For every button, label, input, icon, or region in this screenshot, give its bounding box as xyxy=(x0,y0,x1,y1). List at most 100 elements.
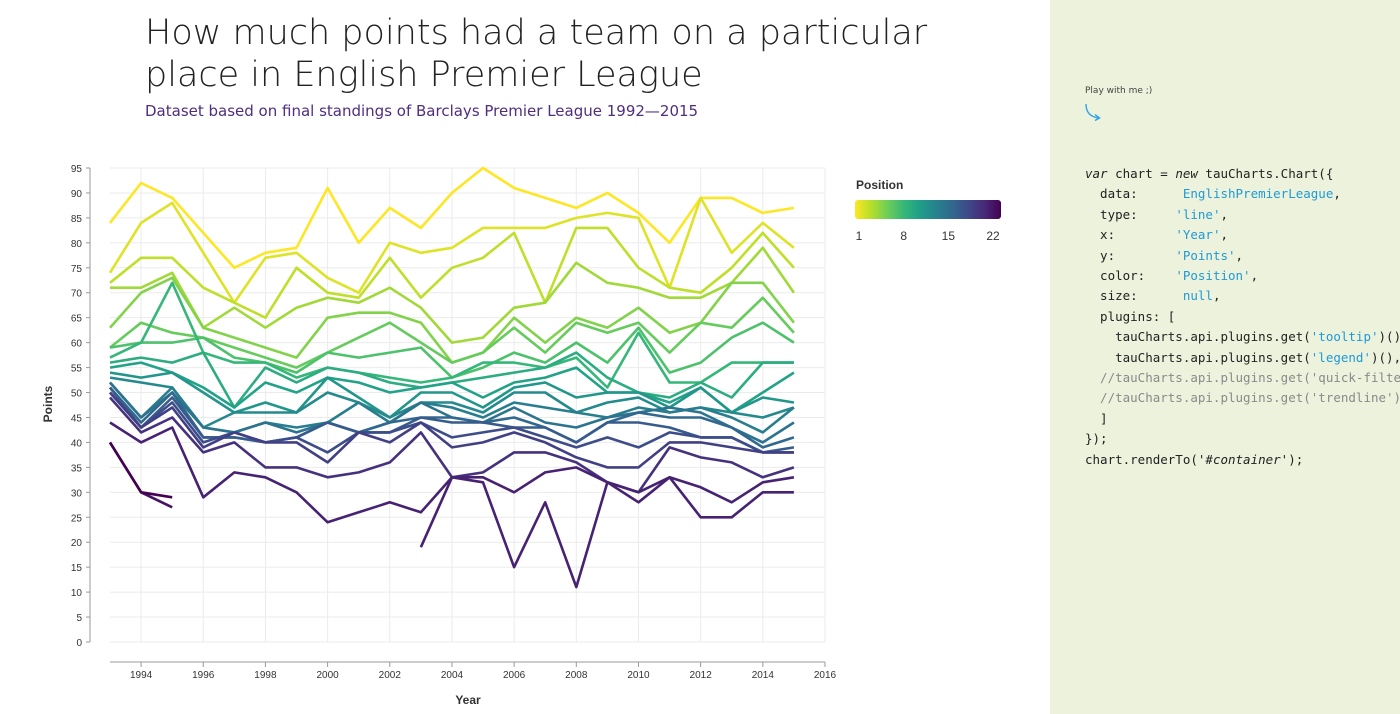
code-token: tauCharts.Chart({ xyxy=(1197,166,1334,181)
x-tick-label: 1998 xyxy=(254,670,277,681)
series-line[interactable] xyxy=(109,391,794,469)
code-token: ] xyxy=(1085,410,1108,426)
series-line[interactable] xyxy=(109,281,794,389)
code-token: , xyxy=(1220,206,1228,222)
code-comment: //tauCharts.api.plugins.get('quick-filte… xyxy=(1100,370,1400,386)
series-line[interactable] xyxy=(108,196,795,304)
code-sidebar: Play with me ;) var chart = new tauChart… xyxy=(1050,0,1400,714)
y-tick-label: 90 xyxy=(71,189,83,200)
code-token: EnglishPremierLeague xyxy=(1182,186,1334,202)
legend-gradient-bar xyxy=(855,200,1001,219)
series-line[interactable] xyxy=(110,246,795,344)
y-tick-label: 85 xyxy=(71,214,83,225)
code-token: type: xyxy=(1085,206,1176,222)
y-tick-label: 30 xyxy=(71,488,83,499)
code-token: , xyxy=(1220,227,1228,243)
code-token: size: xyxy=(1085,288,1183,304)
code-token: var xyxy=(1085,166,1108,181)
code-token: 'Points' xyxy=(1175,247,1236,263)
chart-title: How much points had a team on a particul… xyxy=(145,13,928,95)
code-token: y: xyxy=(1085,247,1176,263)
y-tick-label: 40 xyxy=(71,438,83,449)
x-tick-label: 2006 xyxy=(503,670,526,681)
y-tick-label: 25 xyxy=(71,513,83,524)
x-tick-label: 2002 xyxy=(379,670,402,681)
code-token: 'tooltip' xyxy=(1310,329,1379,345)
x-tick-label: 2012 xyxy=(690,670,713,681)
y-tick-label: 0 xyxy=(76,638,82,649)
code-token: tauCharts.api.plugins.get( xyxy=(1085,329,1311,345)
y-tick-label: 50 xyxy=(71,389,83,400)
code-token: '#container' xyxy=(1197,451,1289,467)
x-tick-label: 2008 xyxy=(565,670,588,681)
code-token: , xyxy=(1235,247,1244,263)
series-line[interactable] xyxy=(109,361,795,414)
series-line[interactable] xyxy=(109,296,795,369)
curved-arrow-icon xyxy=(1085,103,1101,122)
code-token: chart = xyxy=(1107,166,1176,181)
y-tick-label: 60 xyxy=(71,339,83,350)
y-tick-label: 80 xyxy=(71,239,83,250)
y-tick-label: 35 xyxy=(71,463,83,474)
play-label: Play with me ;) xyxy=(1085,86,1153,96)
code-token: new xyxy=(1175,166,1198,181)
code-token: 'line' xyxy=(1175,206,1221,222)
x-tick-label: 2010 xyxy=(627,670,650,681)
code-token: ); xyxy=(1288,451,1304,467)
y-tick-label: 15 xyxy=(71,563,83,574)
y-tick-label: 95 xyxy=(71,164,83,175)
code-token: )(), xyxy=(1378,329,1400,345)
code-token: )(), xyxy=(1371,349,1400,365)
series-line[interactable] xyxy=(419,476,794,589)
y-tick-label: 5 xyxy=(76,613,82,624)
legend-tick-label: 8 xyxy=(900,229,907,243)
code-token: , xyxy=(1250,268,1259,284)
line-chart: 0 5 10 15 20 25 30 35 40 45 50 55 60 65 70 75 80 85 90 95 1… xyxy=(41,164,1001,707)
y-tick-label: 65 xyxy=(71,314,83,325)
code-token: color: xyxy=(1085,268,1176,284)
code-token: null xyxy=(1182,288,1213,304)
legend-tick-label: 1 xyxy=(856,229,863,243)
series-line[interactable] xyxy=(108,441,173,499)
series-line[interactable] xyxy=(109,391,794,454)
series-line[interactable] xyxy=(109,371,795,419)
code-comment: //tauCharts.api.plugins.get('trendline')… xyxy=(1085,390,1400,406)
x-axis: 1994 1996 1998 2000 2002 2004 2006 2008 2010 2012… xyxy=(110,661,837,681)
code-token: tauCharts.api.plugins.get( xyxy=(1085,349,1311,365)
y-axis-label: Points xyxy=(41,385,55,422)
x-tick-label: 1996 xyxy=(192,670,215,681)
code-token: , xyxy=(1333,186,1341,202)
legend-tick-label: 22 xyxy=(986,229,1000,243)
code-token: , xyxy=(1212,288,1221,304)
chart-panel: How much points had a team on a particul… xyxy=(41,13,1001,707)
code-token: 'Position' xyxy=(1175,268,1251,284)
y-tick-label: 10 xyxy=(71,588,83,599)
code-token: data: xyxy=(1085,186,1183,202)
y-tick-label: 20 xyxy=(71,538,83,549)
y-tick-label: 75 xyxy=(71,264,83,275)
y-axis: 0 5 10 15 20 25 30 35 40 45 50 55 60 65 70 75 80 85 90 95 xyxy=(71,164,91,649)
series-line[interactable] xyxy=(109,226,795,319)
x-tick-label: 2000 xyxy=(316,670,339,681)
x-tick-label: 2014 xyxy=(752,670,775,681)
series-lines xyxy=(108,166,795,589)
y-tick-label: 70 xyxy=(71,289,83,300)
y-tick-label: 55 xyxy=(71,364,83,375)
chart-subtitle: Dataset based on final standings of Barc… xyxy=(145,102,699,120)
code-snippet[interactable]: var chart = new tauCharts.Chart({ data: … xyxy=(1085,164,1400,470)
code-token: chart.renderTo( xyxy=(1085,451,1198,467)
code-token: 'Year' xyxy=(1175,227,1221,243)
y-tick-label: 45 xyxy=(71,413,83,424)
x-tick-label: 1994 xyxy=(130,670,153,681)
x-axis-label: Year xyxy=(455,693,481,707)
x-tick-label: 2004 xyxy=(441,670,464,681)
code-token: x: xyxy=(1085,227,1176,243)
legend-tick-label: 15 xyxy=(942,229,956,243)
legend-title: Position xyxy=(856,178,903,192)
legend[interactable]: Position 1 8 15 22 xyxy=(855,178,1001,243)
code-token: }); xyxy=(1085,431,1108,447)
series-line[interactable] xyxy=(108,166,795,270)
code-token: plugins: [ xyxy=(1085,308,1176,324)
code-token: 'legend' xyxy=(1310,349,1371,365)
x-tick-label: 2016 xyxy=(814,670,837,681)
